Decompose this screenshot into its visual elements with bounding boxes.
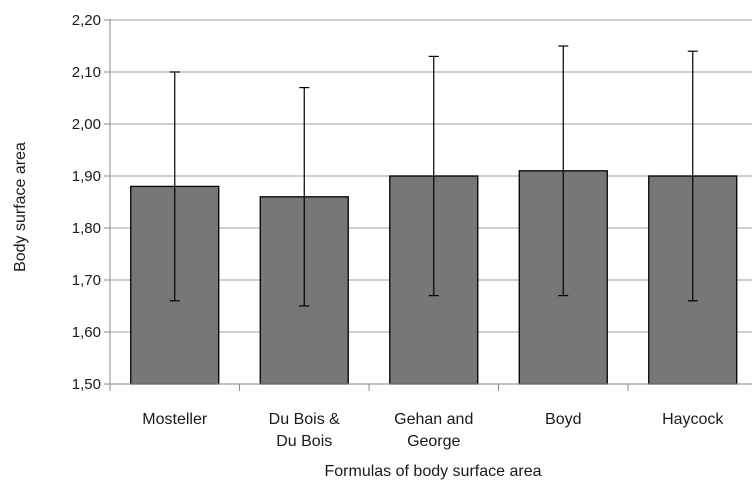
x-tick-label: Haycock [662,411,724,428]
x-tick-label: Gehan and George [394,411,473,450]
y-tick-label: 2,20 [72,12,101,29]
x-tick-label: Boyd [545,411,581,428]
y-tick-label: 1,80 [72,220,101,237]
y-tick-labels: 1,50 1,60 1,70 1,80 1,90 2,00 2,10 2,20 [72,12,101,393]
y-axis-title: Body surface area [12,142,29,272]
y-tick-label: 2,10 [72,64,101,81]
x-tick-label: Du Bois & Du Bois [269,411,340,450]
x-tick-label: Mosteller [142,411,208,428]
y-tick-label: 1,90 [72,168,101,185]
y-tick-label: 1,60 [72,324,101,341]
axes [104,19,752,391]
x-axis-title: Formulas of body surface area [325,463,542,480]
y-tick-label: 1,50 [72,376,101,393]
y-tick-label: 2,00 [72,116,101,133]
error-bars [169,45,698,307]
x-tick-labels: Mosteller Du Bois & Du Bois Gehan and George… [142,411,724,450]
y-tick-label: 1,70 [72,272,101,289]
